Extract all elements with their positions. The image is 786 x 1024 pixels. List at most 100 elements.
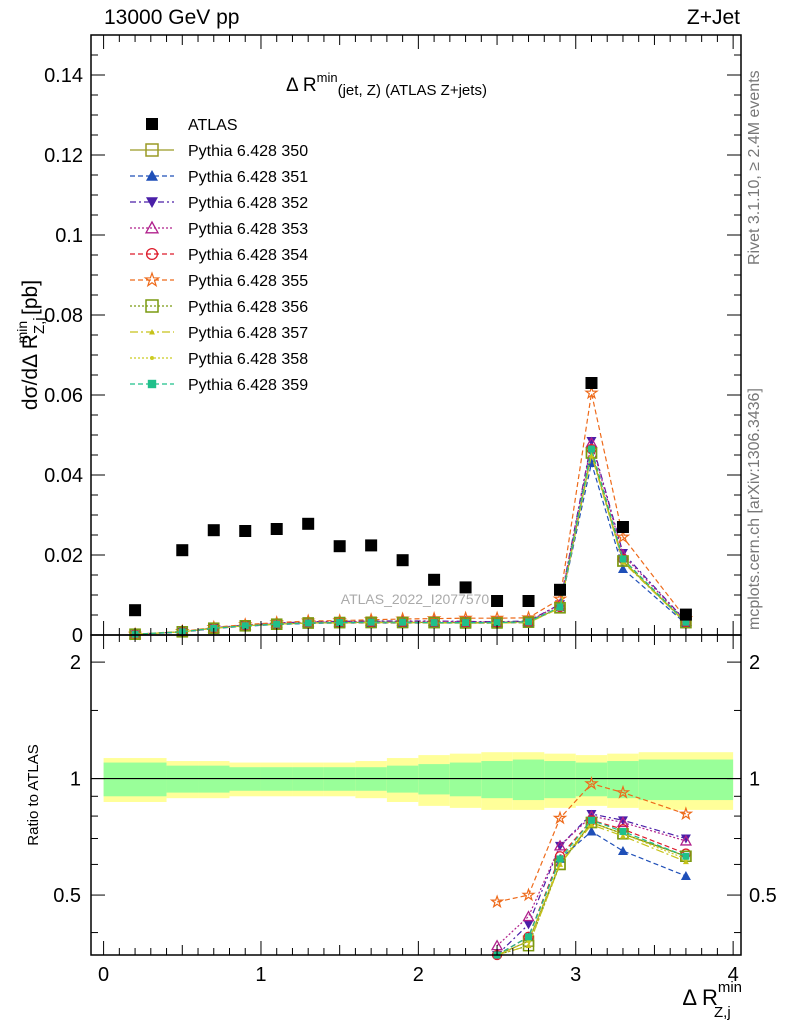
- x-axis-title-sup: min: [718, 979, 742, 996]
- ratio-line: [496, 821, 687, 956]
- series-point: [273, 620, 281, 628]
- data-point: [207, 524, 220, 537]
- ratio-point: [680, 834, 691, 844]
- ratio-point: [615, 784, 631, 799]
- x-tick-label: 0: [98, 964, 109, 986]
- series-point: [587, 445, 595, 453]
- data-point: [679, 608, 692, 621]
- ratio-plot-area: [91, 752, 741, 961]
- legend-marker: [145, 299, 159, 313]
- legend: ATLAS Pythia 6.428 350 Pythia 6.428 351 Pyt…: [130, 117, 308, 394]
- series-point: [399, 618, 407, 626]
- legend-label: ATLAS: [188, 117, 238, 134]
- uncertainty-band-inner: [103, 762, 167, 797]
- uncertainty-band-inner: [512, 759, 545, 801]
- header-left-label: 13000 GeV pp: [104, 6, 240, 29]
- series-point: [304, 619, 312, 627]
- series-point: [586, 437, 597, 446]
- series-point: [552, 591, 568, 606]
- data-point: [459, 581, 472, 594]
- y-tick-label: 0.08: [44, 305, 83, 327]
- ratio-point: [525, 942, 532, 949]
- series-1: [129, 447, 692, 640]
- y-axis-title: dσ/dΔ RZ,jmin [pb]: [14, 280, 48, 410]
- ratio-line: [496, 813, 687, 956]
- y-axis-title-main: dσ/dΔ R: [19, 334, 42, 410]
- series-line: [135, 454, 687, 635]
- ratio-y-axis-title: Ratio to ATLAS: [25, 744, 42, 845]
- x-tick-label: 4: [728, 964, 739, 986]
- ratio-y-tick-label-right: 2: [749, 652, 760, 674]
- data-point: [333, 540, 346, 553]
- legend-marker: [144, 220, 160, 234]
- series-point: [336, 619, 344, 627]
- ratio-series-5: [491, 815, 692, 961]
- legend-marker: [145, 143, 159, 157]
- y-tick-label: 0.06: [44, 385, 83, 407]
- ratio-line: [496, 821, 687, 956]
- legend-label: Pythia 6.428 353: [188, 221, 308, 238]
- legend-entry: Pythia 6.428 354: [130, 247, 308, 264]
- y-axis-title-sub: Z,j: [31, 317, 48, 334]
- series-point: [556, 603, 564, 611]
- ratio-series-8: [496, 821, 689, 956]
- series-point: [617, 564, 628, 573]
- legend-entry: Pythia 6.428 350: [130, 143, 308, 160]
- ratio-point: [679, 834, 693, 846]
- x-tick-label: 3: [570, 964, 581, 986]
- data-point: [176, 544, 189, 557]
- ratio-point: [584, 775, 599, 790]
- legend-label: Pythia 6.428 356: [188, 299, 308, 316]
- y-axis-title-unit: [pb]: [19, 280, 42, 321]
- main-axes: 0 0.02 0.04 0.06 0.08 0.1 0.12 0.14: [44, 35, 741, 647]
- ratio-y-tick-label: 2: [70, 652, 81, 674]
- header-right-label: Z+Jet: [686, 6, 740, 29]
- legend-label: Pythia 6.428 355: [188, 273, 308, 290]
- x-tick-label: 1: [255, 964, 266, 986]
- legend-label: Pythia 6.428 352: [188, 195, 308, 212]
- series-line: [135, 462, 687, 635]
- y-tick-label: 0.04: [44, 465, 83, 487]
- legend-marker: [150, 356, 154, 360]
- ratio-series-6: [489, 775, 694, 909]
- ratio-point: [617, 816, 628, 826]
- ratio-point: [521, 887, 536, 902]
- plot-title-sub: (jet, Z) (ATLAS Z+jets): [338, 82, 487, 99]
- ratio-series-4: [490, 809, 693, 951]
- series-point: [682, 618, 690, 626]
- ratio-point: [525, 933, 533, 941]
- legend-entry: Pythia 6.428 355: [130, 271, 308, 290]
- plot-title-main: Δ R: [286, 75, 317, 96]
- legend-marker: [147, 379, 157, 389]
- series-8: [132, 452, 689, 637]
- series-point: [615, 529, 631, 544]
- watermark-text: ATLAS_2022_I2077570: [341, 591, 490, 607]
- data-point: [585, 377, 598, 389]
- legend-entry: Pythia 6.428 357: [130, 325, 308, 342]
- series-line: [135, 452, 687, 635]
- legend-marker: [145, 247, 159, 261]
- main-panel: 0 0.02 0.04 0.06 0.08 0.1 0.12 0.14 ATLAS_2022_…: [14, 34, 742, 647]
- series-point: [525, 618, 533, 626]
- legend-entry: Pythia 6.428 351: [130, 169, 308, 186]
- x-axis-title-sub: Z,j: [714, 1004, 731, 1021]
- data-point: [239, 525, 252, 537]
- ratio-y-tick-label-right: 0.5: [749, 885, 777, 907]
- ratio-point: [586, 826, 597, 836]
- series-10: [131, 445, 690, 638]
- series-3: [130, 437, 691, 640]
- legend-label: Pythia 6.428 357: [188, 325, 308, 342]
- legend-entry: Pythia 6.428 356: [130, 299, 308, 316]
- main-plot-area: [127, 377, 694, 641]
- legend-marker: [146, 170, 158, 181]
- ratio-y-tick-label-right: 1: [749, 769, 760, 791]
- series-line: [135, 452, 687, 635]
- ratio-point: [587, 816, 595, 824]
- legend-label: Pythia 6.428 354: [188, 247, 308, 264]
- ratio-point: [523, 920, 534, 930]
- ratio-line: [496, 823, 687, 956]
- data-point: [270, 523, 283, 535]
- plot-title: Δ Rmin(jet, Z) (ATLAS Z+jets): [286, 70, 487, 99]
- ratio-line: [496, 783, 687, 903]
- plot-title-sup: min: [317, 70, 338, 85]
